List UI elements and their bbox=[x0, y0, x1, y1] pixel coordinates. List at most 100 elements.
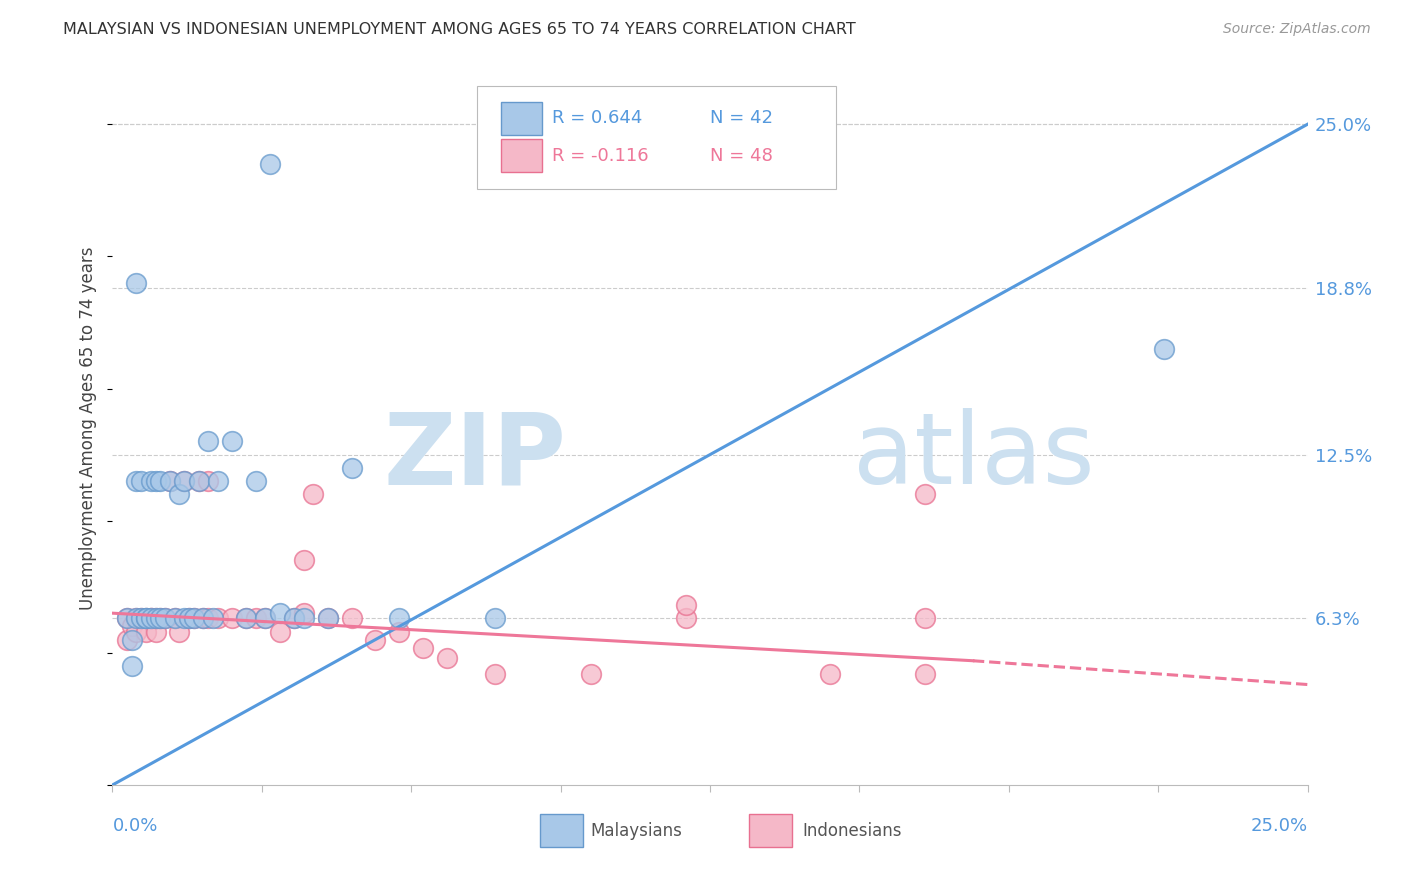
Point bbox=[135, 611, 157, 625]
Point bbox=[125, 624, 148, 639]
Point bbox=[914, 487, 936, 501]
Point bbox=[197, 611, 219, 625]
Point bbox=[340, 611, 363, 625]
Point bbox=[436, 651, 458, 665]
Point bbox=[129, 611, 152, 625]
Point bbox=[129, 474, 152, 488]
Point bbox=[121, 659, 143, 673]
Point bbox=[579, 667, 602, 681]
Point bbox=[115, 611, 138, 625]
Point bbox=[259, 157, 281, 171]
Point bbox=[302, 487, 325, 501]
Point bbox=[159, 474, 181, 488]
Point bbox=[153, 611, 176, 625]
Text: N = 42: N = 42 bbox=[710, 110, 773, 128]
Point bbox=[818, 667, 841, 681]
Point bbox=[169, 624, 191, 639]
Point bbox=[254, 611, 277, 625]
Point bbox=[292, 606, 315, 620]
Point bbox=[283, 611, 305, 625]
Text: Indonesians: Indonesians bbox=[801, 822, 901, 839]
Point bbox=[193, 611, 215, 625]
Point bbox=[145, 624, 167, 639]
FancyBboxPatch shape bbox=[501, 139, 541, 172]
Point bbox=[235, 611, 257, 625]
Point bbox=[177, 611, 200, 625]
Point bbox=[177, 611, 200, 625]
FancyBboxPatch shape bbox=[540, 814, 583, 847]
Point bbox=[135, 611, 157, 625]
Point bbox=[412, 640, 434, 655]
Point bbox=[221, 434, 243, 449]
Point bbox=[149, 611, 172, 625]
Point bbox=[292, 553, 315, 567]
Point bbox=[139, 611, 162, 625]
Point bbox=[1153, 342, 1175, 356]
Point bbox=[115, 632, 138, 647]
FancyBboxPatch shape bbox=[477, 86, 835, 189]
Point bbox=[245, 474, 267, 488]
Point bbox=[675, 599, 697, 613]
FancyBboxPatch shape bbox=[749, 814, 793, 847]
Point bbox=[269, 606, 291, 620]
Point bbox=[388, 611, 411, 625]
Point bbox=[173, 611, 195, 625]
Point bbox=[364, 632, 387, 647]
Point bbox=[145, 474, 167, 488]
Point bbox=[183, 611, 205, 625]
Point bbox=[221, 611, 243, 625]
Point bbox=[197, 434, 219, 449]
Point bbox=[193, 611, 215, 625]
Point bbox=[316, 611, 339, 625]
Point bbox=[145, 611, 167, 625]
Point bbox=[187, 474, 209, 488]
Point bbox=[169, 487, 191, 501]
Point bbox=[153, 611, 176, 625]
Text: R = 0.644: R = 0.644 bbox=[553, 110, 643, 128]
Y-axis label: Unemployment Among Ages 65 to 74 years: Unemployment Among Ages 65 to 74 years bbox=[79, 246, 97, 610]
Point bbox=[269, 624, 291, 639]
Point bbox=[201, 611, 224, 625]
Point bbox=[139, 474, 162, 488]
Point bbox=[914, 611, 936, 625]
Text: Source: ZipAtlas.com: Source: ZipAtlas.com bbox=[1223, 22, 1371, 37]
Point bbox=[173, 474, 195, 488]
Point bbox=[207, 474, 229, 488]
Point bbox=[163, 611, 186, 625]
Text: N = 48: N = 48 bbox=[710, 146, 773, 164]
Point bbox=[139, 611, 162, 625]
Point bbox=[235, 611, 257, 625]
Point bbox=[139, 611, 162, 625]
Point bbox=[283, 611, 305, 625]
Point bbox=[121, 619, 143, 633]
Point bbox=[135, 611, 157, 625]
Point bbox=[121, 632, 143, 647]
Point bbox=[187, 474, 209, 488]
Point bbox=[254, 611, 277, 625]
Point bbox=[125, 611, 148, 625]
Point bbox=[125, 276, 148, 290]
Point bbox=[173, 474, 195, 488]
Point bbox=[135, 624, 157, 639]
Point bbox=[245, 611, 267, 625]
Text: ZIP: ZIP bbox=[384, 409, 567, 505]
Point bbox=[207, 611, 229, 625]
Point bbox=[149, 611, 172, 625]
Point bbox=[914, 667, 936, 681]
Point bbox=[115, 611, 138, 625]
Point bbox=[149, 474, 172, 488]
Point bbox=[340, 460, 363, 475]
Point bbox=[197, 474, 219, 488]
Text: Malaysians: Malaysians bbox=[591, 822, 682, 839]
Text: MALAYSIAN VS INDONESIAN UNEMPLOYMENT AMONG AGES 65 TO 74 YEARS CORRELATION CHART: MALAYSIAN VS INDONESIAN UNEMPLOYMENT AMO… bbox=[63, 22, 856, 37]
Text: R = -0.116: R = -0.116 bbox=[553, 146, 650, 164]
Point bbox=[388, 624, 411, 639]
Point bbox=[316, 611, 339, 625]
Point bbox=[484, 667, 506, 681]
Point bbox=[125, 611, 148, 625]
Point bbox=[145, 611, 167, 625]
Point bbox=[159, 474, 181, 488]
Text: 0.0%: 0.0% bbox=[112, 817, 157, 835]
Point bbox=[675, 611, 697, 625]
Text: 25.0%: 25.0% bbox=[1250, 817, 1308, 835]
